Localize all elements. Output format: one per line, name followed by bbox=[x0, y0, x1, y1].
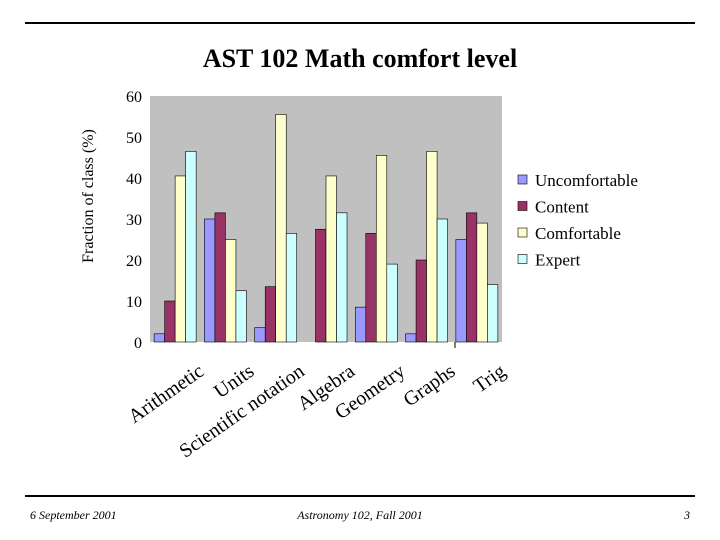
bar-expert-0 bbox=[185, 151, 197, 343]
footer-course: Astronomy 102, Fall 2001 bbox=[297, 508, 423, 522]
legend-label: Comfortable bbox=[535, 224, 621, 243]
bar-content-3 bbox=[315, 228, 327, 343]
legend-swatch bbox=[517, 174, 528, 185]
y-tick-label: 60 bbox=[126, 89, 142, 106]
y-tick-label: 30 bbox=[126, 212, 142, 229]
bar-uncomfortable-1 bbox=[204, 218, 216, 343]
bar-uncomfortable-0 bbox=[153, 333, 165, 343]
bar-content-0 bbox=[164, 300, 176, 343]
bar-uncomfortable-2 bbox=[254, 327, 266, 343]
y-tick-label: 10 bbox=[126, 294, 142, 311]
bar-expert-3 bbox=[336, 212, 348, 343]
footer-date: 6 September 2001 bbox=[30, 508, 117, 522]
x-tick-label: Trig bbox=[469, 360, 509, 397]
legend: Uncomfortable Content Comfortable Expert bbox=[509, 165, 668, 271]
bar-expert-6 bbox=[487, 284, 499, 343]
bar-comfortable-1 bbox=[225, 239, 237, 343]
y-axis-label: Fraction of class (%) bbox=[80, 129, 97, 263]
y-tick-label: 0 bbox=[134, 335, 142, 352]
x-tick-label: Arithmetic bbox=[124, 360, 208, 428]
bar-expert-4 bbox=[386, 263, 398, 343]
legend-swatch bbox=[517, 227, 528, 238]
bar-expert-1 bbox=[235, 290, 247, 343]
bar-content-2 bbox=[264, 286, 277, 343]
bar-content-4 bbox=[365, 233, 377, 343]
bar-expert-2 bbox=[285, 233, 298, 343]
bar-content-1 bbox=[214, 212, 226, 343]
bar-comfortable-0 bbox=[174, 175, 186, 343]
bar-uncomfortable-5 bbox=[405, 333, 417, 343]
bar-comfortable-2 bbox=[275, 114, 287, 343]
top-rule bbox=[25, 22, 695, 24]
bar-comfortable-3 bbox=[325, 175, 337, 343]
bar-expert-5 bbox=[436, 218, 448, 343]
legend-label: Expert bbox=[535, 251, 581, 270]
y-tick-label: 50 bbox=[126, 130, 142, 147]
legend-box bbox=[509, 165, 668, 271]
legend-label: Uncomfortable bbox=[535, 171, 638, 190]
bar-comfortable-5 bbox=[426, 151, 438, 343]
bar-comfortable-4 bbox=[375, 155, 388, 343]
bottom-rule bbox=[25, 495, 695, 497]
legend-label: Content bbox=[535, 198, 589, 217]
y-tick-label: 40 bbox=[126, 171, 142, 188]
legend-swatch bbox=[517, 254, 528, 264]
slide-title: AST 102 Math comfort level bbox=[202, 44, 518, 73]
bar-content-5 bbox=[415, 259, 427, 343]
footer-page-number: 3 bbox=[684, 508, 690, 522]
bar-comfortable-6 bbox=[476, 222, 488, 343]
x-tick-label: Graphs bbox=[400, 360, 460, 411]
bar-uncomfortable-6 bbox=[455, 239, 467, 343]
y-tick-label: 20 bbox=[126, 253, 142, 270]
bar-content-6 bbox=[466, 212, 478, 343]
legend-swatch bbox=[517, 201, 528, 211]
bar-uncomfortable-4 bbox=[354, 306, 367, 343]
